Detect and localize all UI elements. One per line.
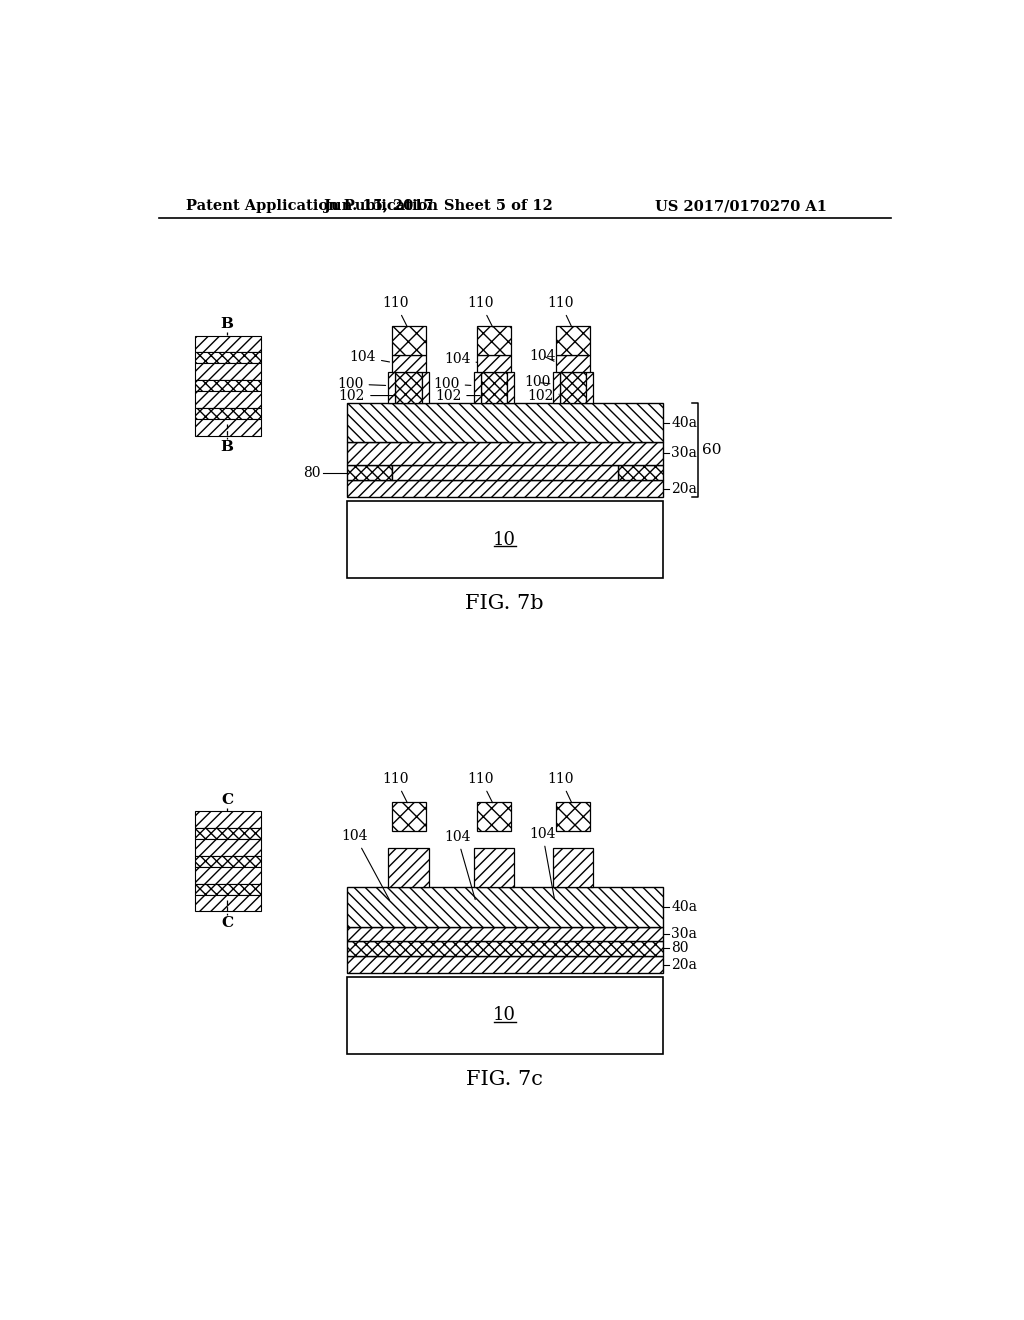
Text: 104: 104 [444,351,477,366]
Text: 102: 102 [527,388,559,403]
Text: Patent Application Publication: Patent Application Publication [186,199,438,213]
Bar [477,355,511,372]
Bar [477,803,511,830]
Bar [195,867,260,884]
Bar [507,372,514,404]
Bar [195,812,260,829]
Text: FIG. 7c: FIG. 7c [466,1069,543,1089]
Bar [346,927,663,941]
Text: 110: 110 [547,296,573,327]
Bar [553,372,560,404]
Text: 102: 102 [339,388,395,403]
Bar [346,887,663,927]
Text: 100: 100 [524,375,551,389]
Text: 110: 110 [382,296,409,327]
Bar [391,355,426,372]
Bar [560,372,586,404]
Bar [195,391,260,408]
Bar [195,840,260,857]
Text: 104: 104 [342,829,389,900]
Text: 10: 10 [494,531,516,549]
Text: 110: 110 [547,772,573,803]
Text: 10: 10 [494,1006,516,1024]
Bar [195,884,260,895]
Text: C: C [221,916,233,931]
Bar [474,849,514,887]
Bar [586,372,593,404]
Text: 20a: 20a [672,957,697,972]
Bar [195,335,260,352]
Text: 40a: 40a [672,900,697,913]
Bar [480,372,507,404]
Bar [553,849,593,887]
Bar [391,465,617,480]
Text: 100: 100 [337,378,386,391]
Text: B: B [221,440,233,454]
Text: 20a: 20a [672,482,697,496]
Text: B: B [221,317,233,331]
Bar [388,372,395,404]
Text: C: C [221,793,233,807]
Bar [391,326,426,355]
Text: 110: 110 [382,772,409,803]
Bar [195,418,260,436]
Bar [422,372,429,404]
Bar [346,502,663,578]
Bar [346,480,663,498]
Bar [195,408,260,418]
Bar [346,442,663,465]
Text: FIG. 7b: FIG. 7b [465,594,544,612]
Bar [346,977,663,1053]
Text: 104: 104 [529,348,556,363]
Bar [346,465,391,480]
Text: Jun. 15, 2017  Sheet 5 of 12: Jun. 15, 2017 Sheet 5 of 12 [324,199,552,213]
Text: 40a: 40a [672,416,697,429]
Bar [195,352,260,363]
Text: 80: 80 [303,466,321,479]
Bar [388,849,429,887]
Text: 30a: 30a [672,927,697,941]
Text: 104: 104 [349,350,389,364]
Bar [617,465,663,480]
Text: 102: 102 [435,388,480,403]
Bar [474,372,480,404]
Text: 30a: 30a [672,446,697,461]
Bar [556,803,590,830]
Bar [195,895,260,911]
Bar [395,372,422,404]
Bar [556,355,590,372]
Bar [391,803,426,830]
Bar [195,857,260,867]
Bar [556,326,590,355]
Text: 110: 110 [467,296,494,327]
Text: 104: 104 [529,826,556,899]
Bar [195,363,260,380]
Text: 60: 60 [702,444,722,457]
Text: 110: 110 [467,772,494,803]
Bar [195,829,260,840]
Text: 104: 104 [444,830,475,899]
Bar [195,380,260,391]
Bar [346,941,663,956]
Bar [346,956,663,973]
Text: US 2017/0170270 A1: US 2017/0170270 A1 [655,199,827,213]
Text: 80: 80 [672,941,689,956]
Bar [477,326,511,355]
Bar [346,404,663,442]
Text: 100: 100 [433,378,471,391]
